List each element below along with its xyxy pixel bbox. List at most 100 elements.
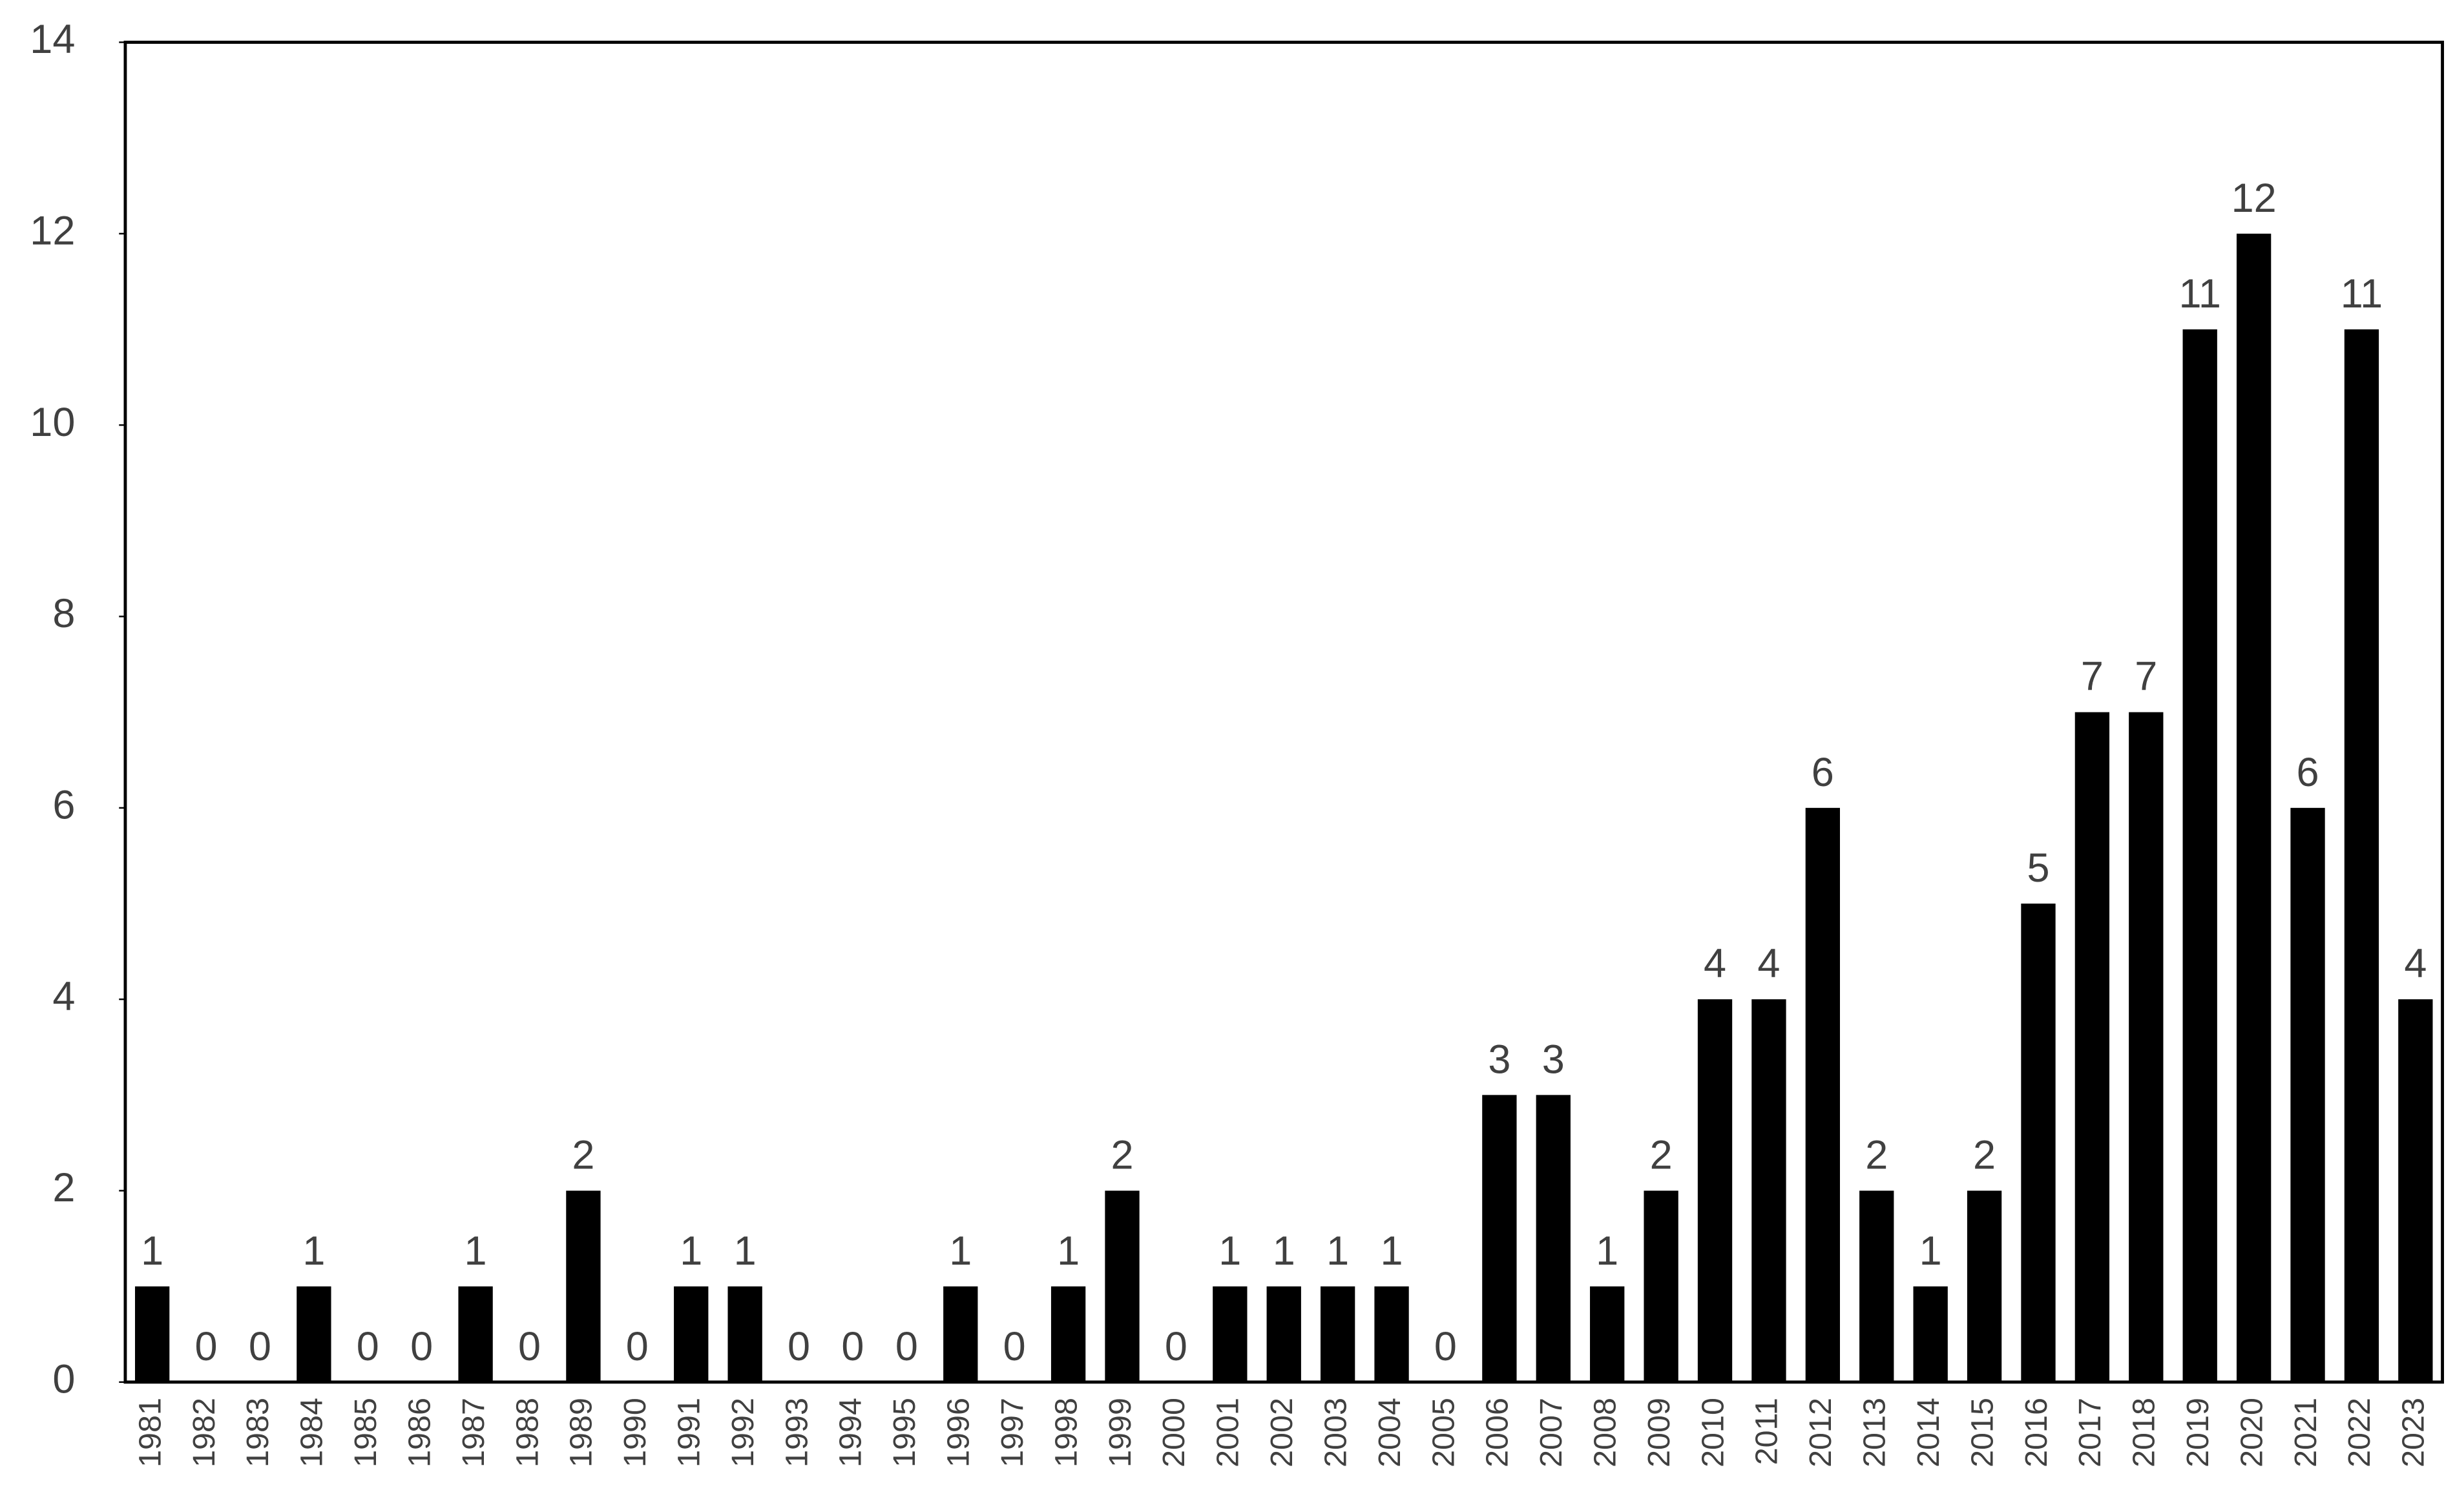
x-tick-label: 2022 [2342,1398,2377,1467]
y-tick-label: 4 [52,974,75,1019]
x-tick-label: 2008 [1587,1398,1622,1467]
x-tick-label: 2015 [1965,1398,2000,1467]
data-label: 4 [1704,941,1726,986]
bar [2344,329,2379,1382]
x-tick-label: 1984 [295,1398,329,1467]
data-label: 1 [1218,1228,1241,1274]
data-label: 0 [249,1324,271,1369]
data-label: 1 [1596,1228,1618,1274]
bar [1050,1286,1086,1382]
data-label: 1 [1273,1228,1295,1274]
x-tick-label: 1992 [726,1398,760,1467]
bar [134,1286,170,1382]
data-label: 1 [1381,1228,1403,1274]
data-label: 0 [410,1324,433,1369]
data-label: 0 [1434,1324,1457,1369]
data-label: 6 [1812,750,1834,795]
x-tick-label: 2002 [1264,1398,1299,1467]
x-tick-label: 2009 [1642,1398,1677,1467]
bar [2182,329,2217,1382]
data-label: 1 [302,1228,325,1274]
y-tick-label: 2 [52,1165,75,1210]
bar [943,1286,978,1382]
x-tick-label: 2006 [1480,1398,1515,1467]
x-tick-label: 1995 [887,1398,922,1467]
bar [1105,1190,1140,1382]
x-tick-label: 1991 [672,1398,707,1467]
x-tick-label: 2018 [2127,1398,2162,1467]
y-tick-label: 12 [30,208,75,253]
data-label: 0 [895,1324,918,1369]
x-tick-label: 2001 [1211,1398,1246,1467]
x-tick-label: 1986 [402,1398,437,1467]
data-label: 11 [2341,271,2383,316]
bar [1751,999,1786,1382]
data-label: 5 [2027,845,2049,891]
x-tick-label: 1990 [618,1398,653,1467]
bar [674,1286,709,1382]
x-tick-label: 2023 [2396,1398,2431,1467]
bar [1644,1190,1678,1382]
data-label: 2 [1111,1133,1133,1178]
data-label: 1 [465,1228,487,1274]
data-label: 0 [357,1324,379,1369]
data-label: 0 [626,1324,649,1369]
x-tick-label: 2014 [1911,1398,1946,1467]
x-tick-label: 1981 [132,1398,167,1467]
data-label: 3 [1542,1037,1565,1082]
x-tick-label: 2012 [1803,1398,1838,1467]
bar [1967,1190,2002,1382]
bar [566,1190,601,1382]
data-label: 3 [1488,1037,1510,1082]
y-tick-label: 0 [52,1356,75,1402]
data-label: 1 [1326,1228,1349,1274]
y-tick-label: 10 [30,400,75,445]
x-tick-label: 2013 [1857,1398,1892,1467]
x-tick-label: 2007 [1534,1398,1569,1467]
data-label: 4 [2404,941,2427,986]
bar [458,1286,493,1382]
data-label: 1 [141,1228,163,1274]
bar [1320,1286,1355,1382]
x-tick-label: 2017 [2073,1398,2107,1467]
bar [1913,1286,1948,1382]
data-label: 2 [1865,1133,1888,1178]
x-tick-label: 1993 [779,1398,814,1467]
x-tick-label: 2004 [1372,1398,1407,1467]
y-tick-label: 8 [52,591,75,636]
x-tick-label: 2016 [2019,1398,2054,1467]
data-label: 2 [1973,1133,1996,1178]
bar [1482,1095,1517,1382]
bar [2074,712,2110,1382]
data-label: 4 [1757,941,1780,986]
x-tick-label: 1996 [941,1398,976,1467]
bar [297,1286,331,1382]
bar [2398,999,2433,1382]
data-label: 0 [518,1324,541,1369]
data-label: 6 [2297,750,2319,795]
x-tick-label: 1988 [510,1398,545,1467]
data-label: 0 [788,1324,810,1369]
data-label: 1 [680,1228,702,1274]
data-label: 0 [1003,1324,1026,1369]
data-label: 2 [1650,1133,1673,1178]
data-label: 1 [1057,1228,1080,1274]
data-label: 1 [949,1228,972,1274]
x-tick-label: 1999 [1103,1398,1138,1467]
data-label: 0 [195,1324,218,1369]
bar [1536,1095,1571,1382]
data-label: 1 [1919,1228,1942,1274]
data-label: 11 [2179,271,2221,316]
data-label: 0 [841,1324,864,1369]
bar [1590,1286,1625,1382]
bar [727,1286,762,1382]
bar [2290,807,2325,1382]
x-tick-label: 1985 [348,1398,383,1467]
bar [1374,1286,1409,1382]
x-tick-label: 1982 [187,1398,222,1467]
x-tick-label: 1994 [833,1398,868,1467]
x-tick-label: 2021 [2288,1398,2323,1467]
x-tick-label: 1997 [995,1398,1030,1467]
x-tick-label: 2005 [1426,1398,1461,1467]
bar [2129,712,2164,1382]
